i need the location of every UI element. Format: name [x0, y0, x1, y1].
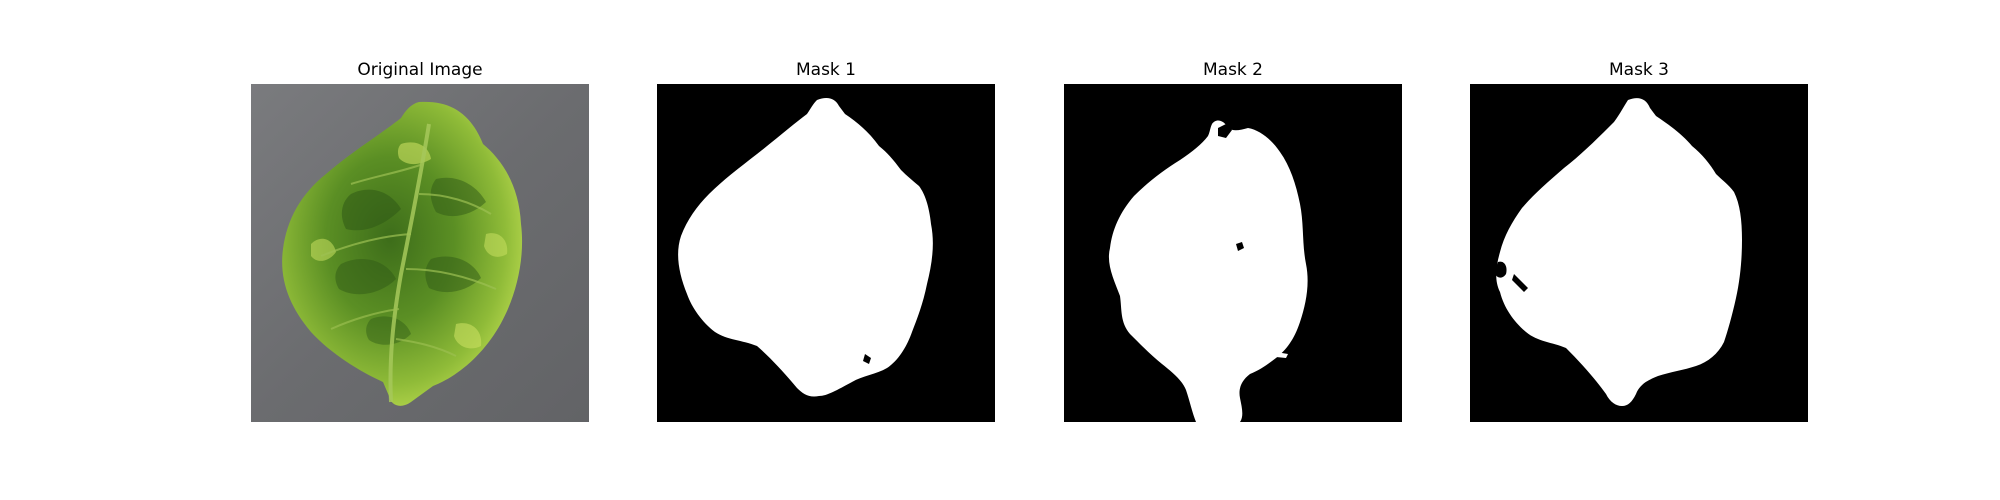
- mask-1-image: [657, 84, 995, 422]
- panel-title: Mask 3: [1608, 60, 1669, 80]
- panel-original-image: Original Image: [251, 58, 589, 424]
- mask-3-image: [1470, 84, 1808, 422]
- panel-title: Mask 2: [1202, 60, 1263, 80]
- original-leaf-photo: [251, 84, 589, 422]
- panel-mask-2: Mask 2: [1064, 58, 1402, 424]
- panel-title: Mask 1: [795, 60, 856, 80]
- mask-2-image: [1064, 84, 1402, 422]
- panel-mask-1: Mask 1: [657, 58, 995, 424]
- panel-title: Original Image: [357, 60, 483, 80]
- panel-mask-3: Mask 3: [1470, 58, 1808, 424]
